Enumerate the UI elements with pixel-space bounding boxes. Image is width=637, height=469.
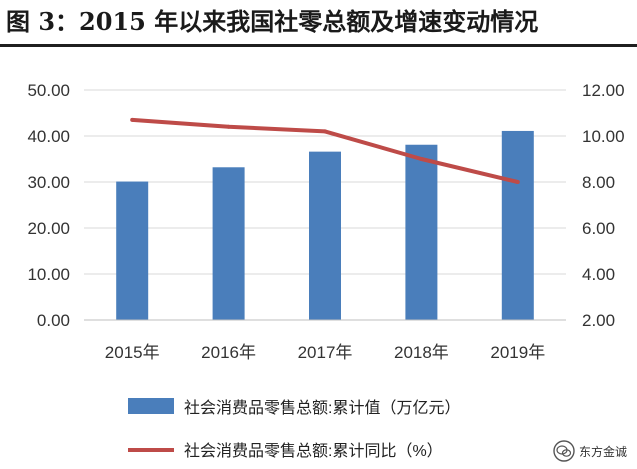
line-point [515,180,520,184]
x-tick-label: 2017年 [298,343,353,362]
x-tick-label: 2018年 [394,343,449,362]
y-left-tick-label: 0.00 [37,311,70,330]
bar [212,167,245,320]
y-left-tick-label: 40.00 [27,127,70,146]
y-right-tick-label: 12.00 [582,81,625,100]
legend-line-label: 社会消费品零售总额:累计同比（%） [184,442,443,460]
y-right-tick-label: 8.00 [582,173,615,192]
line-point [419,157,424,161]
y-right-tick-label: 10.00 [582,127,625,146]
y-left-tick-label: 30.00 [27,173,70,192]
bar-series [116,130,534,320]
x-axis: 2015年 2016年 2017年 2018年 2019年 [84,319,566,362]
y-left-tick-label: 10.00 [27,265,70,284]
line-point [226,124,231,129]
y-right-tick-label: 2.00 [582,311,615,330]
legend-bar-swatch [128,398,174,414]
bar [501,130,534,320]
bar [405,144,438,320]
y-axis-left: 0.00 10.00 20.00 30.00 40.00 50.00 [27,81,70,330]
legend: 社会消费品零售总额:累计值（万亿元） 社会消费品零售总额:累计同比（%） [128,398,460,460]
x-tick-label: 2015年 [105,343,160,362]
y-axis-right: 2.00 4.00 6.00 8.00 10.00 12.00 [582,81,625,330]
bar [116,181,149,320]
title-divider [0,44,637,47]
y-left-tick-label: 20.00 [27,219,70,238]
line-series [130,117,520,184]
wechat-icon [553,440,575,462]
line-point [323,129,327,134]
y-right-tick-label: 4.00 [582,265,615,284]
bar [309,151,341,320]
x-tick-label: 2019年 [490,343,545,362]
watermark: 东方金诚 [553,438,627,464]
line-point [130,117,135,122]
legend-bar-label: 社会消费品零售总额:累计值（万亿元） [184,399,460,417]
y-left-tick-label: 50.00 [27,81,70,100]
figure-title: 图 3：2015 年以来我国社零总额及增速变动情况 [6,7,539,36]
watermark-text: 东方金诚 [578,444,627,459]
y-right-tick-label: 6.00 [582,219,615,238]
x-tick-label: 2016年 [201,343,256,362]
